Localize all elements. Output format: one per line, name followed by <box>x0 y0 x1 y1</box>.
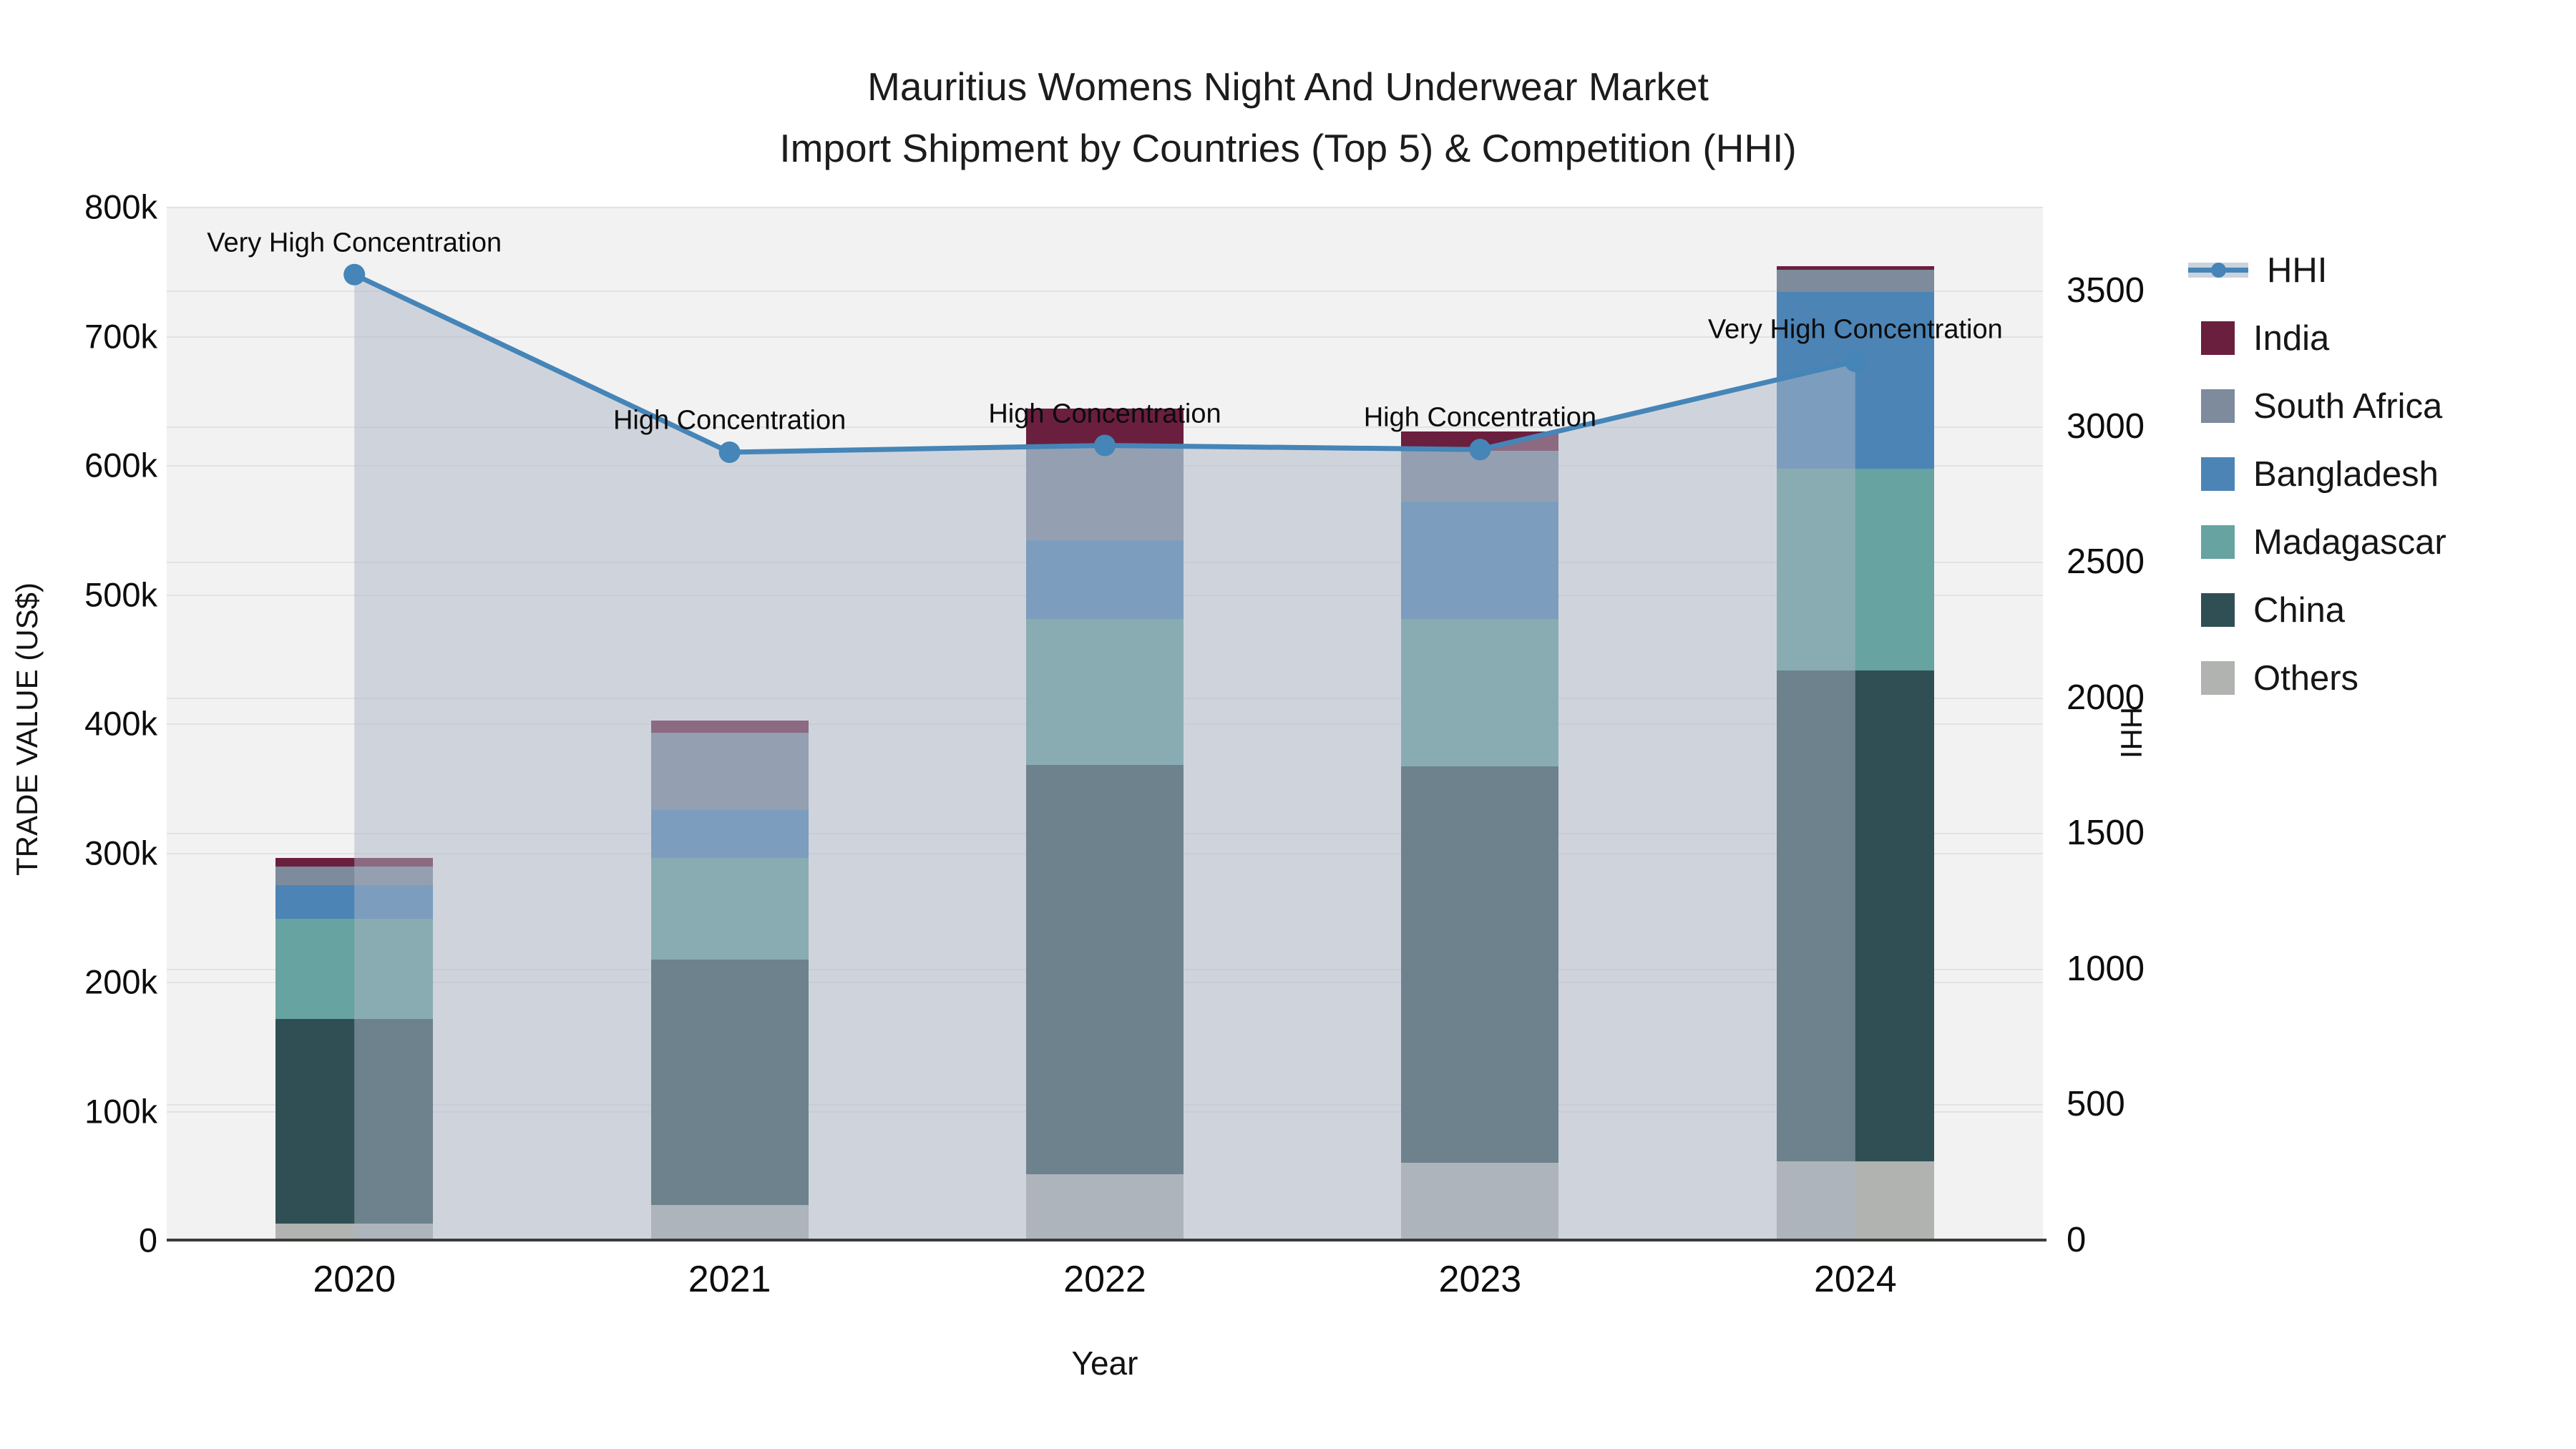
y-axis-left-title: TRADE VALUE (US$) <box>10 582 44 876</box>
annotation-2024: Very High Concentration <box>1707 314 2003 345</box>
x-axis-line <box>167 1239 2046 1241</box>
legend-item-madagascar[interactable]: Madagascar <box>2188 508 2446 576</box>
y-left-tick-200k: 200k <box>84 962 157 1001</box>
bar-segment-south-africa-2024[interactable] <box>1776 270 1934 293</box>
hhi-marker-2024[interactable] <box>1844 351 1866 373</box>
hhi-dot-icon <box>2211 263 2226 278</box>
chart-title-line2: Import Shipment by Countries (Top 5) & C… <box>779 126 1797 170</box>
annotation-2020: Very High Concentration <box>207 228 502 258</box>
legend-label: China <box>2253 590 2346 630</box>
legend-item-others[interactable]: Others <box>2188 644 2446 712</box>
x-tick-2020: 2020 <box>313 1259 396 1300</box>
y-left-tick-800k: 800k <box>84 187 157 226</box>
x-tick-2022: 2022 <box>1063 1259 1146 1300</box>
y-right-tick-0: 0 <box>2067 1221 2087 1259</box>
y-left-tick-100k: 100k <box>84 1092 157 1130</box>
legend-swatch-icon <box>2201 389 2235 423</box>
legend-item-bangladesh[interactable]: Bangladesh <box>2188 440 2446 508</box>
y-left-tick-0: 0 <box>138 1221 157 1259</box>
gridline-hhi <box>167 291 2043 293</box>
chart-title-line1: Mauritius Womens Night And Underwear Mar… <box>867 64 1709 109</box>
y-right-tick-2500: 2500 <box>2067 542 2145 582</box>
legend-item-china[interactable]: China <box>2188 576 2446 644</box>
legend-swatch-icon <box>2201 457 2235 491</box>
y-left-tick-400k: 400k <box>84 704 157 743</box>
y-right-tick-500: 500 <box>2067 1085 2125 1124</box>
legend-swatch-icon <box>2201 321 2235 355</box>
y-right-tick-3500: 3500 <box>2067 271 2145 311</box>
plot-area <box>167 207 2043 1240</box>
x-tick-2021: 2021 <box>688 1259 771 1300</box>
legend-item-south-africa[interactable]: South Africa <box>2188 372 2446 440</box>
annotation-2021: High Concentration <box>613 405 847 436</box>
legend-label: India <box>2253 318 2330 358</box>
legend-swatch-icon <box>2201 661 2235 695</box>
x-tick-2024: 2024 <box>1813 1259 1897 1300</box>
hhi-marker-2020[interactable] <box>343 263 366 286</box>
legend-label: HHI <box>2267 250 2328 290</box>
y-left-tick-300k: 300k <box>84 834 157 872</box>
hhi-area-fill <box>354 274 1855 1240</box>
hhi-line-swatch-icon <box>2188 253 2248 287</box>
y-left-tick-700k: 700k <box>84 317 157 355</box>
hhi-overlay <box>343 263 1866 1240</box>
y-right-tick-2000: 2000 <box>2067 678 2145 717</box>
chart-title: Mauritius Womens Night And Underwear Mar… <box>0 56 2576 179</box>
legend-swatch-icon <box>2201 525 2235 559</box>
y-right-tick-3000: 3000 <box>2067 406 2145 446</box>
x-axis-title: Year <box>1071 1345 1138 1382</box>
hhi-marker-2021[interactable] <box>718 441 741 463</box>
legend-label: Bangladesh <box>2253 454 2439 494</box>
x-tick-2023: 2023 <box>1438 1259 1522 1300</box>
legend-label: South Africa <box>2253 386 2443 426</box>
y-right-tick-1000: 1000 <box>2067 949 2145 988</box>
y-left-tick-500k: 500k <box>84 575 157 613</box>
gridline-trade-value <box>167 336 2043 338</box>
bar-segment-india-2024[interactable] <box>1776 266 1934 270</box>
gridline-trade-value <box>167 207 2043 208</box>
y-axis-right-title: HHI <box>2114 706 2148 759</box>
y-left-tick-600k: 600k <box>84 446 157 484</box>
hhi-marker-2022[interactable] <box>1094 434 1116 457</box>
y-right-tick-1500: 1500 <box>2067 814 2145 853</box>
legend-label: Others <box>2253 658 2359 698</box>
legend-label: Madagascar <box>2253 522 2446 562</box>
annotation-2023: High Concentration <box>1363 402 1597 433</box>
legend-swatch-icon <box>2201 593 2235 627</box>
legend: HHI India South Africa Bangladesh Madagascar… <box>2188 236 2446 712</box>
hhi-marker-2023[interactable] <box>1469 439 1491 461</box>
annotation-2022: High Concentration <box>988 399 1221 429</box>
legend-item-india[interactable]: India <box>2188 304 2446 372</box>
legend-item-hhi[interactable]: HHI <box>2188 236 2446 304</box>
